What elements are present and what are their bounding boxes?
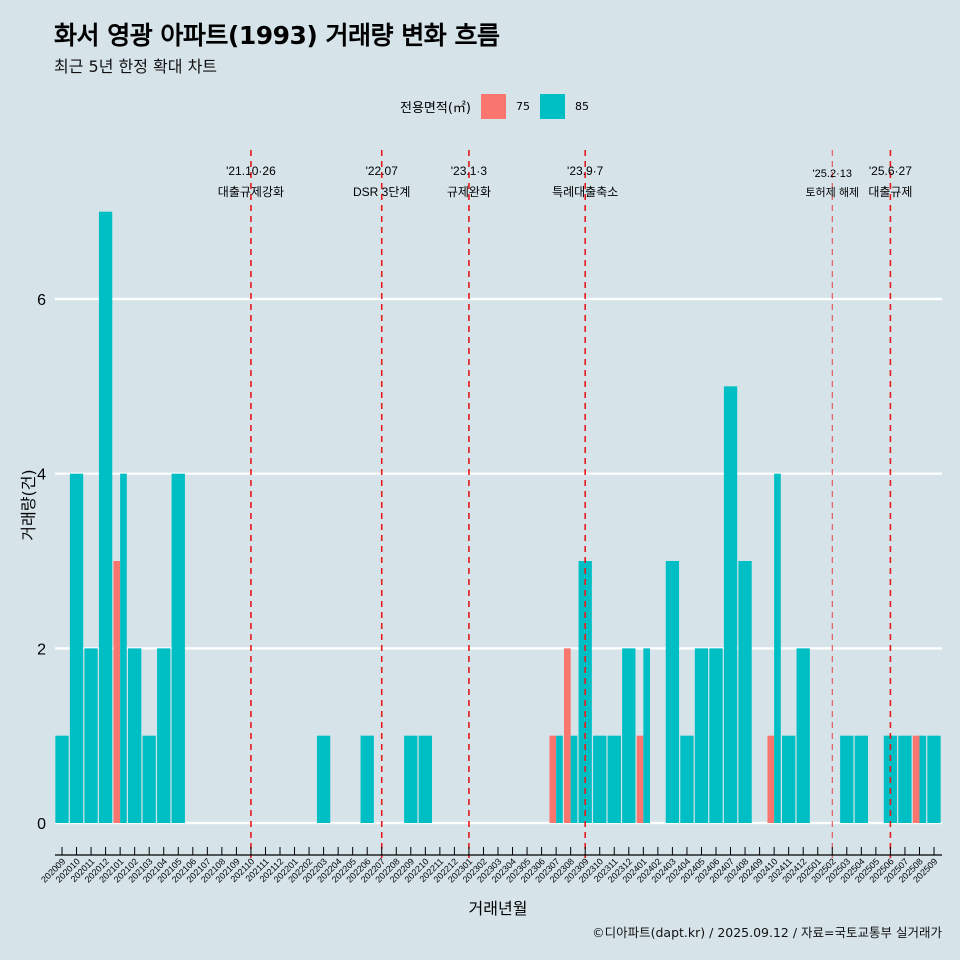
bars: [55, 211, 941, 823]
bar-85-202203: [316, 735, 331, 823]
bar-85-202101: [120, 473, 127, 823]
event-date: '22.07: [366, 164, 399, 178]
bar-85-202508: [919, 735, 927, 823]
bar-85-202209: [404, 735, 418, 823]
bar-85-202509: [927, 735, 941, 823]
bar-75-202410: [767, 735, 775, 823]
bar-85-202312: [622, 648, 636, 823]
bar-85-202206: [360, 735, 374, 823]
bar-85-202010: [69, 473, 84, 823]
bar-85-202311: [607, 735, 621, 823]
legend-key-85: [539, 94, 565, 119]
bar-85-202504: [854, 735, 868, 823]
bar-75-202508: [912, 735, 920, 823]
event-lines: [250, 150, 892, 858]
event-label: 특례대출축소: [552, 185, 618, 199]
y-axis: 0 2 4 6: [37, 292, 46, 833]
bar-85-202310: [593, 735, 607, 823]
bar-85-202105: [171, 473, 185, 823]
chart-title: 화서 영광 아파트(1993) 거래량 변화 흐름: [54, 21, 500, 50]
event-date: '25.2·13: [813, 168, 852, 180]
bar-85-202210: [418, 735, 432, 823]
bar-85-202009: [55, 735, 69, 823]
x-axis: 2020092020102020112020122021012021022021…: [39, 847, 942, 885]
legend-label-85: 85: [574, 100, 589, 113]
bar-75-202308: [564, 648, 571, 823]
bar-85-202503: [840, 735, 854, 823]
bar-85-202407: [723, 386, 738, 823]
bar-85-202406: [709, 648, 723, 823]
event-date: '23.1·3: [451, 164, 488, 178]
legend-title: 전용면적(㎡): [400, 101, 471, 116]
bar-85-202403: [665, 561, 680, 823]
bar-75-202401: [636, 735, 644, 823]
bar-75-202307: [549, 735, 557, 823]
bar-85-202408: [738, 561, 752, 823]
legend-label-75: 75: [515, 100, 530, 113]
bar-85-202011: [84, 648, 98, 823]
event-annotations: '21.10·26 대출규제강화 '22.07 DSR 3단계 '23.1·3 규제완화 '…: [218, 164, 913, 199]
event-label: 대출규제강화: [218, 185, 284, 199]
bar-85-202308: [570, 735, 578, 823]
event-label: 대출규제: [868, 185, 912, 199]
event-date: '25.6·27: [869, 164, 912, 178]
y-tick-label: 2: [37, 641, 46, 658]
bar-85-202411: [782, 735, 796, 823]
bar-85-202404: [680, 735, 694, 823]
legend-key-75: [480, 94, 506, 119]
bar-85-202307: [556, 735, 563, 823]
bar-85-202104: [157, 648, 171, 823]
bar-85-202412: [796, 648, 810, 823]
bar-85-202507: [898, 735, 912, 823]
event-date: '21.10·26: [226, 164, 276, 178]
x-axis-title: 거래년월: [469, 899, 528, 918]
bar-85-202401: [643, 648, 650, 823]
event-label: 토허제 해제: [805, 185, 859, 199]
bar-85-202405: [694, 648, 709, 823]
chart-subtitle: 최근 5년 한정 확대 차트: [54, 57, 218, 76]
y-tick-label: 6: [37, 292, 46, 309]
bar-85-202103: [142, 735, 156, 823]
bar-85-202410: [774, 473, 781, 823]
bar-85-202012: [98, 211, 113, 823]
bar-75-202101: [113, 561, 121, 823]
y-tick-label: 4: [37, 467, 46, 484]
y-tick-label: 0: [37, 816, 46, 833]
source-caption: ©디아파트(dapt.kr) / 2025.09.12 / 자료=국토교통부 실…: [592, 925, 942, 940]
bar-85-202102: [128, 648, 142, 823]
y-axis-title: 거래량(건): [19, 469, 38, 540]
event-label: 규제완화: [447, 185, 491, 199]
event-label: DSR 3단계: [353, 185, 410, 199]
event-date: '23.9·7: [567, 164, 604, 178]
legend: 전용면적(㎡) 75 85: [400, 93, 599, 120]
